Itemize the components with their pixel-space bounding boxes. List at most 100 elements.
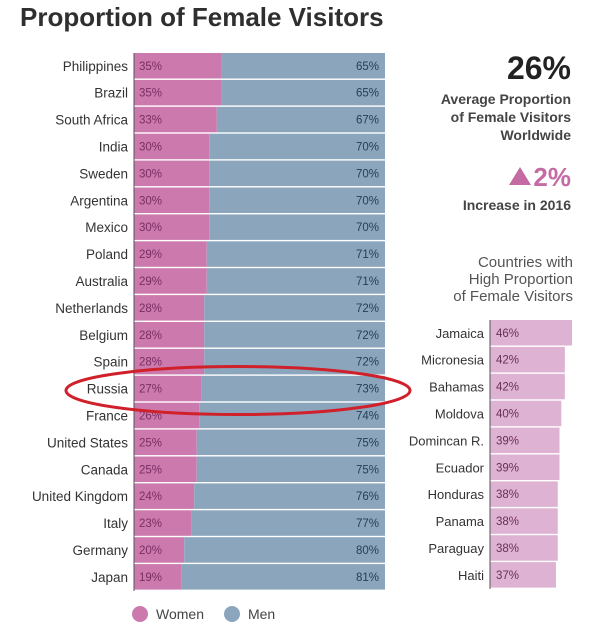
men-swatch-icon — [223, 606, 240, 622]
side-bar — [490, 320, 572, 346]
average-caption-line: Worldwide — [500, 127, 571, 143]
category-label: United Kingdom — [32, 489, 128, 504]
category-label: India — [99, 139, 129, 154]
bar-men-argentina — [209, 187, 385, 213]
men-value-label: 80% — [356, 545, 379, 557]
bar-women-united-kingdom — [134, 483, 195, 509]
bar-women-sweden — [134, 160, 210, 187]
side-value-label: 37% — [496, 570, 519, 582]
bar-men-netherlands — [204, 295, 385, 321]
women-value-label: 23% — [139, 518, 162, 530]
side-value-label: 42% — [496, 382, 519, 394]
women-value-label: 25% — [139, 464, 162, 476]
legend-label-women: Women — [156, 606, 204, 622]
side-heading-line: Countries with — [477, 254, 573, 271]
side-category-label: Jamaica — [436, 326, 485, 341]
side-category-label: Bahamas — [429, 380, 484, 395]
women-value-label: 24% — [139, 491, 162, 503]
women-value-label: 30% — [139, 141, 162, 153]
bar-women-netherlands — [134, 295, 205, 321]
legend-label-men: Men — [247, 606, 276, 622]
side-bar — [490, 454, 560, 480]
bar-men-brazil — [221, 79, 385, 106]
side-value-label: 38% — [496, 543, 519, 555]
average-caption-line: of Female Visitors — [450, 109, 571, 125]
men-value-label: 76% — [356, 491, 379, 503]
women-value-label: 30% — [139, 222, 162, 234]
category-label: Poland — [86, 247, 128, 262]
bar-women-mexico — [134, 214, 210, 240]
bar-women-philippines — [134, 53, 222, 79]
women-value-label: 28% — [139, 303, 162, 315]
side-value-label: 40% — [496, 408, 519, 420]
side-value-label: 38% — [496, 516, 519, 528]
bar-women-argentina — [134, 187, 210, 213]
men-value-label: 71% — [356, 249, 379, 261]
side-category-label: Micronesia — [421, 353, 485, 368]
category-label: Philippines — [63, 59, 129, 74]
average-proportion-value: 26% — [506, 50, 571, 86]
women-value-label: 33% — [139, 115, 162, 127]
category-label: Japan — [91, 570, 128, 585]
men-value-label: 72% — [356, 330, 379, 342]
side-bar — [490, 535, 558, 561]
legend-item-women: Women — [132, 606, 204, 622]
women-value-label: 19% — [139, 572, 162, 584]
category-label: South Africa — [55, 113, 128, 128]
bar-women-germany — [134, 537, 185, 563]
legend-item-men: Men — [223, 606, 276, 622]
category-label: United States — [47, 435, 128, 450]
side-heading-line: High Proportion — [468, 271, 573, 288]
women-swatch-icon — [132, 606, 148, 622]
bar-women-brazil — [134, 79, 222, 106]
category-label: Belgium — [79, 328, 128, 343]
side-value-label: 39% — [496, 435, 519, 447]
bar-women-italy — [134, 510, 192, 536]
side-bar — [490, 346, 565, 373]
bar-men-united-kingdom — [194, 483, 385, 509]
category-label: Canada — [81, 462, 129, 477]
side-bar — [490, 400, 562, 427]
women-value-label: 35% — [139, 61, 162, 73]
side-category-label: Haiti — [458, 568, 484, 583]
average-caption-line: Average Proportion — [440, 91, 571, 107]
bar-men-canada — [196, 456, 385, 482]
side-value-label: 46% — [496, 328, 519, 340]
bar-women-australia — [134, 268, 207, 294]
side-category-label: Moldova — [435, 406, 485, 421]
side-bar — [490, 373, 565, 400]
women-value-label: 30% — [139, 168, 162, 180]
category-label: Netherlands — [55, 301, 128, 316]
side-bar — [490, 427, 560, 454]
bar-women-poland — [134, 241, 207, 267]
side-category-label: Paraguay — [428, 541, 484, 556]
women-value-label: 29% — [139, 276, 162, 288]
women-value-label: 29% — [139, 249, 162, 261]
bar-women-canada — [134, 456, 197, 482]
category-label: Argentina — [70, 193, 128, 208]
bar-women-belgium — [134, 322, 205, 348]
increase-value: 2% — [533, 162, 571, 192]
bar-men-philippines — [221, 53, 385, 79]
bar-men-mexico — [209, 214, 385, 240]
men-value-label: 70% — [356, 195, 379, 207]
bar-women-united-states — [134, 429, 197, 456]
bar-women-india — [134, 133, 210, 160]
men-value-label: 81% — [356, 572, 379, 584]
side-category-label: Ecuador — [436, 460, 485, 475]
side-chart-heading: Countries with High Proportion of Female… — [383, 254, 573, 305]
side-value-label: 39% — [496, 462, 519, 474]
increase-caption: Increase in 2016 — [462, 197, 571, 213]
category-label: Italy — [103, 516, 128, 531]
bar-men-south-africa — [216, 106, 385, 133]
women-value-label: 20% — [139, 545, 162, 557]
side-value-label: 38% — [496, 489, 519, 501]
side-heading-line: of Female Visitors — [453, 288, 573, 305]
men-value-label: 77% — [356, 518, 379, 530]
side-category-label: Panama — [436, 514, 485, 529]
women-value-label: 30% — [139, 195, 162, 207]
men-value-label: 70% — [356, 168, 379, 180]
category-label: Germany — [72, 543, 128, 558]
women-value-label: 28% — [139, 330, 162, 342]
bar-men-poland — [206, 241, 385, 267]
